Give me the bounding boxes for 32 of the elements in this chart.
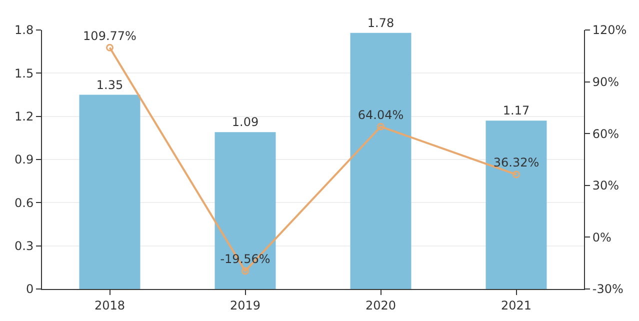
data-label: 1.17	[502, 104, 530, 118]
x-tick-label: 2021	[500, 298, 532, 312]
point	[377, 122, 384, 130]
y-tick-label: 0	[26, 282, 34, 296]
data-label: 1.09	[232, 115, 259, 130]
point	[242, 267, 249, 275]
y2-tick-label: -30%	[592, 282, 624, 296]
point	[512, 170, 520, 178]
x-tick-label: 2019	[230, 298, 261, 312]
data-label: 64.04%	[358, 108, 404, 122]
bar	[350, 32, 412, 289]
data-label: 36.32%	[493, 156, 540, 170]
y-tick-label: 0.9	[14, 152, 34, 167]
y-tick-label: 1.2	[14, 110, 34, 124]
data-label: 1.78	[367, 16, 394, 30]
y-tick-label: 0.3	[14, 239, 34, 254]
x-tick-label: 2018	[94, 298, 126, 312]
data-label: 1.35	[96, 78, 124, 92]
bar	[79, 94, 140, 289]
x-tick-label: 2020	[365, 298, 396, 312]
y2-tick-label: 120%	[592, 23, 627, 38]
y2-tick-label: 90%	[592, 75, 620, 89]
y2-tick-label: 0%	[592, 230, 612, 244]
y2-tick-label: 60%	[592, 126, 620, 141]
point	[106, 44, 114, 52]
y2-tick-label: 30%	[592, 178, 620, 193]
y-tick-label: 0.6	[14, 196, 34, 210]
y-tick-label: 1.8	[14, 23, 34, 38]
data-label: 109.77%	[83, 28, 136, 43]
bar	[486, 120, 547, 289]
y-tick-label: 1.5	[14, 66, 34, 80]
bar	[214, 132, 276, 289]
